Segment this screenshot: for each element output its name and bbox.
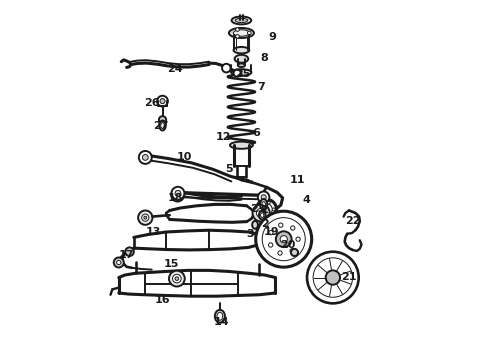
Text: 3: 3 [246,229,254,239]
Circle shape [159,116,166,123]
Text: 16: 16 [155,295,171,305]
Circle shape [138,211,152,225]
Circle shape [262,218,305,261]
Text: 5: 5 [225,164,233,174]
Circle shape [175,277,179,280]
Ellipse shape [235,18,247,23]
Text: 24: 24 [167,64,183,74]
Circle shape [175,190,181,196]
Circle shape [234,69,241,77]
Text: 15: 15 [164,259,179,269]
Circle shape [259,212,262,215]
Circle shape [157,96,168,107]
Text: 25: 25 [236,69,251,79]
Circle shape [326,270,340,285]
Ellipse shape [231,69,251,76]
Text: 8: 8 [261,53,269,63]
Text: 17: 17 [119,250,134,260]
Circle shape [261,195,266,200]
Circle shape [278,251,282,255]
Ellipse shape [238,63,245,67]
Circle shape [291,226,295,230]
Text: 18: 18 [167,193,183,203]
Ellipse shape [252,221,258,229]
Circle shape [276,231,292,247]
Circle shape [171,189,184,202]
Circle shape [144,216,147,219]
Circle shape [236,28,239,31]
Ellipse shape [259,211,266,220]
Ellipse shape [229,28,254,38]
Ellipse shape [262,202,266,207]
Ellipse shape [235,55,248,63]
Circle shape [272,208,275,211]
Text: 23: 23 [250,204,265,214]
Circle shape [169,271,185,287]
Circle shape [252,204,270,222]
Text: 9: 9 [268,32,276,41]
Circle shape [307,252,359,303]
Circle shape [247,31,251,35]
Ellipse shape [261,213,264,217]
Circle shape [139,151,152,164]
Text: 4: 4 [302,195,310,205]
Ellipse shape [161,123,164,129]
Text: 14: 14 [214,317,229,327]
Circle shape [291,249,298,256]
Text: 6: 6 [252,129,260,138]
Text: 11: 11 [289,175,305,185]
Text: 2: 2 [261,219,269,229]
Circle shape [296,237,300,241]
Ellipse shape [159,121,166,131]
Circle shape [114,257,124,267]
Circle shape [160,99,165,104]
Circle shape [172,274,181,283]
Circle shape [313,258,353,297]
Circle shape [125,247,134,256]
Ellipse shape [230,141,253,149]
Ellipse shape [215,310,225,323]
Circle shape [256,199,276,220]
Circle shape [269,243,273,247]
Circle shape [142,214,149,221]
Circle shape [117,260,121,265]
Ellipse shape [234,47,249,53]
Circle shape [175,192,180,198]
Ellipse shape [232,17,251,24]
Text: 13: 13 [146,227,161,237]
Circle shape [290,249,294,253]
Ellipse shape [217,312,223,320]
Circle shape [280,235,287,243]
Circle shape [269,230,273,235]
Circle shape [256,211,312,267]
Text: 21: 21 [341,272,357,282]
Circle shape [268,201,270,204]
Circle shape [268,215,270,218]
Text: 12: 12 [216,132,231,142]
Text: 19: 19 [264,227,280,237]
Text: 20: 20 [280,239,296,249]
Text: 22: 22 [345,216,360,226]
Text: 27: 27 [153,121,169,131]
Circle shape [258,192,270,203]
Ellipse shape [260,199,267,210]
Text: 1: 1 [261,206,269,216]
Circle shape [279,223,283,227]
Text: 7: 7 [257,82,265,92]
Ellipse shape [233,30,249,36]
Circle shape [256,208,266,218]
Circle shape [236,35,239,38]
Circle shape [259,204,262,207]
Circle shape [261,204,272,215]
Circle shape [222,64,231,72]
Text: 10: 10 [176,152,192,162]
Circle shape [265,207,269,212]
Circle shape [143,154,148,160]
Text: 26: 26 [144,98,160,108]
Circle shape [172,187,184,200]
